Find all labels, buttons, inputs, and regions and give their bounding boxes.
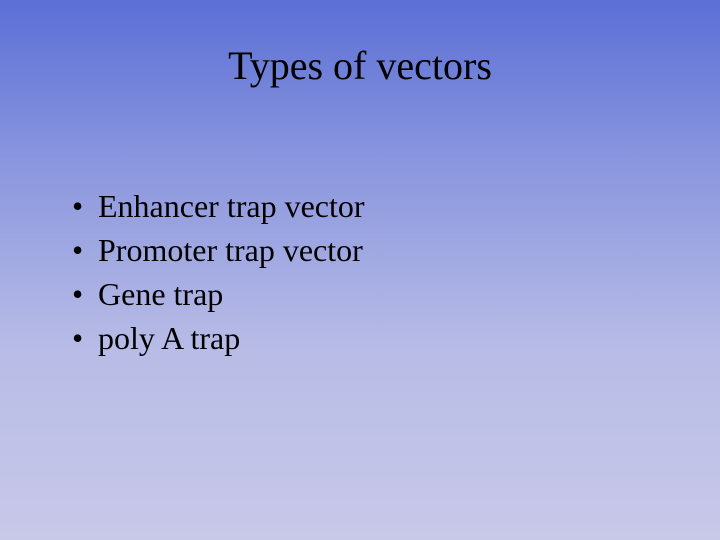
slide: Types of vectors • Enhancer trap vector …	[0, 0, 720, 540]
slide-title: Types of vectors	[0, 42, 720, 89]
bullet-text: poly A trap	[98, 316, 240, 360]
bullet-marker-icon: •	[72, 184, 98, 228]
bullet-text: Gene trap	[98, 272, 223, 316]
bullet-marker-icon: •	[72, 316, 98, 360]
bullet-list: • Enhancer trap vector • Promoter trap v…	[72, 184, 365, 361]
bullet-text: Promoter trap vector	[98, 228, 363, 272]
bullet-marker-icon: •	[72, 272, 98, 316]
list-item: • Promoter trap vector	[72, 228, 365, 272]
list-item: • Gene trap	[72, 272, 365, 316]
bullet-text: Enhancer trap vector	[98, 184, 365, 228]
bullet-marker-icon: •	[72, 228, 98, 272]
list-item: • Enhancer trap vector	[72, 184, 365, 228]
list-item: • poly A trap	[72, 316, 365, 360]
